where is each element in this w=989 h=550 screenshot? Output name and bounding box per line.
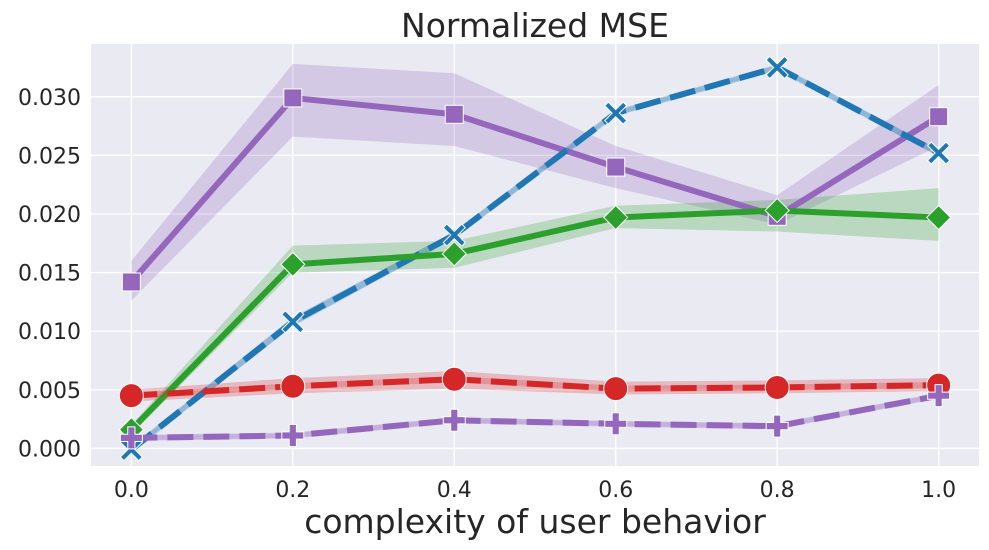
series-lines bbox=[129, 64, 941, 452]
series-0-point bbox=[283, 88, 303, 108]
x-tick-label: 0.6 bbox=[598, 478, 633, 503]
series-2-point bbox=[925, 204, 952, 231]
series-3-point bbox=[118, 383, 144, 409]
series-0-line bbox=[129, 94, 941, 284]
series-2-point bbox=[764, 197, 790, 224]
series-2-point bbox=[603, 204, 629, 231]
series-1-point bbox=[281, 310, 305, 334]
series-4-point bbox=[765, 414, 789, 438]
series-4-point bbox=[927, 384, 951, 408]
chart-title: Normalized MSE bbox=[401, 6, 669, 45]
series-1-point bbox=[926, 141, 951, 165]
x-tick-label: 0.0 bbox=[114, 478, 149, 503]
series-3-line bbox=[131, 376, 939, 399]
series-0-point bbox=[444, 104, 464, 124]
y-tick-labels: 0.000 0.005 0.010 0.015 0.020 0.025 0.030 bbox=[18, 86, 81, 463]
series-1-point bbox=[604, 101, 628, 125]
x-tick-label: 0.2 bbox=[275, 478, 310, 503]
series-2-point bbox=[441, 241, 467, 267]
series-2-band bbox=[131, 188, 939, 435]
series-0-band bbox=[131, 63, 939, 301]
series-markers bbox=[118, 55, 952, 462]
y-tick-label: 0.005 bbox=[18, 379, 81, 404]
series-2-point bbox=[280, 251, 306, 278]
y-tick-label: 0.020 bbox=[18, 203, 81, 228]
series-4-line bbox=[131, 392, 940, 441]
series-4-point bbox=[442, 408, 466, 432]
y-tick-label: 0.010 bbox=[18, 320, 81, 345]
y-tick-label: 0.015 bbox=[18, 262, 81, 287]
series-3-point bbox=[441, 366, 467, 392]
series-4-point bbox=[119, 426, 143, 450]
series-1-point bbox=[442, 223, 466, 247]
series-1-point bbox=[765, 55, 789, 80]
plot-background bbox=[91, 44, 979, 466]
y-tick-label: 0.025 bbox=[18, 144, 81, 169]
x-tick-labels: 0.0 0.2 0.4 0.6 0.8 1.0 bbox=[114, 478, 956, 503]
series-0-point bbox=[606, 157, 626, 177]
series-4-point bbox=[281, 424, 305, 448]
x-tick-label: 0.8 bbox=[760, 478, 795, 503]
series-1-line bbox=[129, 64, 941, 452]
series-2-line bbox=[129, 207, 939, 432]
series-3-point bbox=[764, 374, 790, 400]
y-tick-label: 0.030 bbox=[18, 86, 81, 111]
series-4-point bbox=[604, 412, 628, 436]
x-tick-label: 1.0 bbox=[921, 478, 956, 503]
series-0-point bbox=[929, 107, 949, 127]
series-0-point bbox=[121, 272, 141, 292]
x-axis-title: complexity of user behavior bbox=[304, 502, 766, 541]
series-3-point bbox=[603, 376, 629, 402]
y-tick-label: 0.000 bbox=[18, 437, 81, 462]
series-3-point bbox=[280, 373, 306, 399]
x-tick-label: 0.4 bbox=[437, 478, 472, 503]
